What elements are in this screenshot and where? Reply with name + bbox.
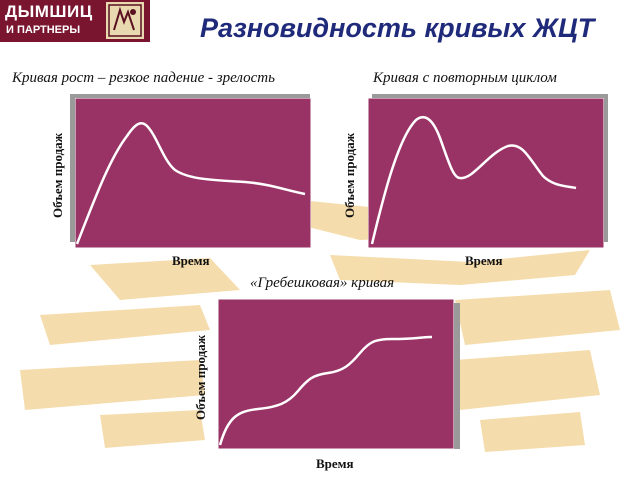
logo-emblem-icon bbox=[106, 2, 144, 39]
page-title: Разновидность кривых ЖЦТ bbox=[200, 13, 595, 43]
diagram2-curve bbox=[370, 115, 577, 245]
diagram1-xlabel: Время bbox=[172, 253, 210, 268]
logo-line2: И ПАРТНЕРЫ bbox=[6, 24, 81, 36]
diagram1-plot bbox=[75, 98, 311, 248]
diagram3-xlabel: Время bbox=[316, 456, 354, 471]
diagram3-ylabel: Объем продаж bbox=[193, 334, 208, 420]
diagram3-curve bbox=[218, 335, 433, 446]
diagram1-curve bbox=[75, 122, 306, 245]
diagram2-title: Кривая с повторным циклом bbox=[373, 70, 557, 86]
diagram2-plot bbox=[368, 98, 604, 248]
logo-line1: ДЫМШИЦ bbox=[5, 2, 93, 21]
diagram2-ylabel: Объем продаж bbox=[342, 132, 357, 218]
diagram3-title: «Гребешковая» кривая bbox=[250, 275, 395, 291]
diagram1-ylabel: Объем продаж bbox=[50, 132, 65, 218]
logo: ДЫМШИЦ И ПАРТНЕРЫ bbox=[0, 0, 150, 42]
diagram1-title: Кривая рост – резкое падение - зрелость bbox=[12, 70, 275, 86]
diagram2-xlabel: Время bbox=[465, 253, 503, 268]
diagram3-plot bbox=[218, 299, 454, 449]
